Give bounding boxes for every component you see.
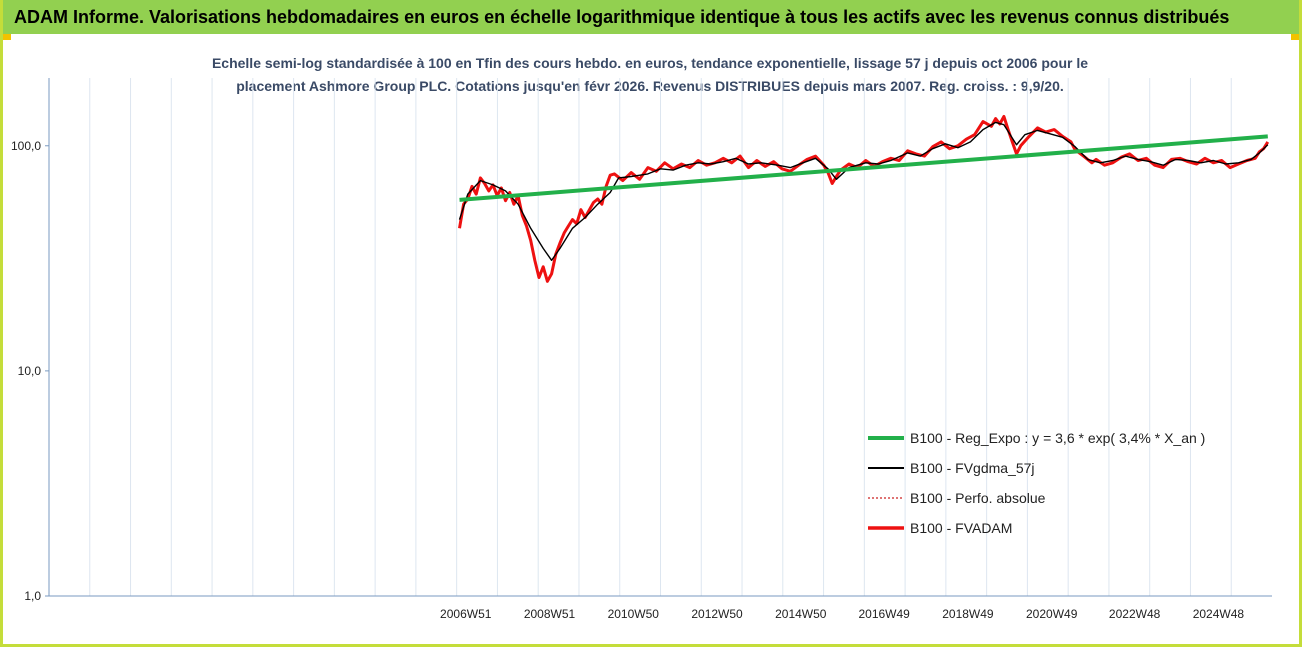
x-axis-ticks: 2006W51 2008W51 2010W50 2012W50 2014W50 2016W… — [440, 607, 1244, 621]
x-tick-label: 2014W50 — [775, 607, 827, 621]
chart-subtitle-line-2: placement Ashmore Group PLC. Cotations j… — [236, 78, 1064, 94]
chart-subtitle: Echelle semi-log standardisée à 100 en T… — [150, 52, 1150, 98]
legend-label: B100 - Perfo. absolue — [910, 490, 1046, 506]
series-reg-expo-line — [459, 134, 1268, 202]
report-banner-title: ADAM Informe. Valorisations hebdomadaire… — [0, 0, 1302, 34]
legend-label: B100 - Reg_Expo : y = 3,6 * exp( 3,4% * … — [910, 430, 1205, 446]
y-tick-label: 100,0 — [11, 139, 41, 153]
x-tick-label: 2008W51 — [524, 607, 576, 621]
legend-label: B100 - FVADAM — [910, 520, 1012, 536]
chart-legend: B100 - Reg_Expo : y = 3,6 * exp( 3,4% * … — [868, 430, 1205, 536]
x-tick-label: 2006W51 — [440, 607, 492, 621]
legend-entry-perfo: B100 - Perfo. absolue — [868, 490, 1046, 506]
chart-series — [458, 114, 1270, 283]
legend-entry-reg-expo: B100 - Reg_Expo : y = 3,6 * exp( 3,4% * … — [868, 430, 1205, 446]
legend-label: B100 - FVgdma_57j — [910, 460, 1035, 476]
y-axis-ticks: 1,0 10,0 100,0 — [11, 139, 49, 603]
x-tick-label: 2018W49 — [942, 607, 994, 621]
banner-corner-right — [1291, 34, 1299, 40]
series-fvgdma-line — [458, 121, 1269, 261]
banner-corner-left — [3, 34, 11, 40]
x-tick-label: 2024W48 — [1193, 607, 1245, 621]
x-tick-label: 2022W48 — [1109, 607, 1161, 621]
y-tick-label: 10,0 — [18, 364, 42, 378]
y-tick-label: 1,0 — [24, 589, 41, 603]
x-tick-label: 2020W49 — [1026, 607, 1078, 621]
chart-subtitle-line-1: Echelle semi-log standardisée à 100 en T… — [211, 55, 1089, 71]
legend-entry-fvgdma: B100 - FVgdma_57j — [868, 460, 1035, 476]
x-tick-label: 2012W50 — [691, 607, 743, 621]
legend-entry-fvadam: B100 - FVADAM — [868, 520, 1012, 536]
x-tick-label: 2016W49 — [858, 607, 910, 621]
x-tick-label: 2010W50 — [608, 607, 660, 621]
